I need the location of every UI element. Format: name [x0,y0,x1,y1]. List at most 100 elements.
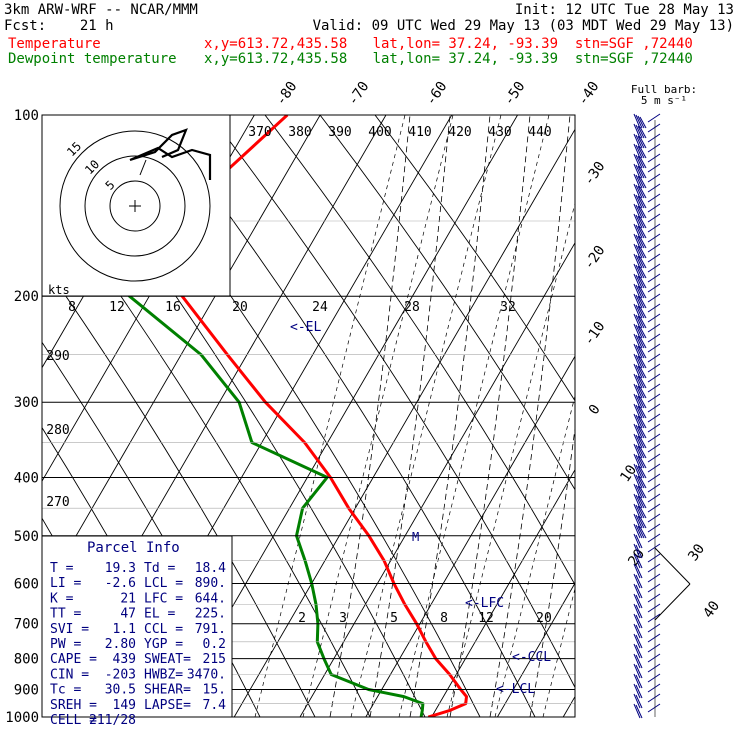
moist-adiabat [369,115,451,717]
wind-barb-flag [633,683,641,699]
hodograph-ring [109,180,161,232]
parcel-row-label: Td = [144,561,175,576]
wind-barb-flag [637,405,645,419]
wind-barb-flag [637,315,645,329]
wind-barb-shaft [647,223,661,233]
wind-barb-flag [633,603,641,619]
parcel-row-value: 215 [203,652,226,667]
wind-barb-shaft [647,163,661,173]
wind-barb-flag [635,314,643,329]
theta-e-label: 440 [528,125,551,140]
wind-barb-flag [635,524,643,539]
isotherm-line [431,468,575,717]
wind-barb-shaft [647,473,661,483]
wind-barb-flag [635,644,643,659]
isotherm-label: -40 [575,79,603,109]
wind-barb-flag [635,234,643,249]
hodograph-tick [139,159,147,176]
wind-barb-flag [637,165,645,179]
parcel-row-label: SHEAR= [144,683,191,698]
wind-barb-shaft [647,703,661,713]
wind-barb-flag [633,403,641,419]
wind-barb-flag [637,525,645,539]
wind-barb-shaft [647,383,661,393]
wind-barb-shaft [647,293,661,303]
moist-adiabat [489,115,571,717]
theta-label: 290 [46,349,69,364]
pressure-label: 1000 [5,710,39,726]
wind-barb-flag [633,353,641,369]
wind-barb-flag [635,484,643,499]
wind-barb-flag [637,255,645,269]
wind-barb-flag [637,475,645,489]
wind-barb-flag [639,396,647,409]
wind-barb-flag [633,293,641,309]
isotherm-line [629,115,740,717]
wind-barb-flag [639,336,647,349]
forecast-hour: Fcst: 21 h [4,18,114,34]
wind-barb-shaft [647,133,661,143]
wind-barb-flag [635,264,643,279]
wind-barb-flag [637,195,645,209]
wind-barb-flag [639,346,647,359]
wind-barb-flag [637,145,645,159]
parcel-row-label: LFC = [144,591,183,606]
wind-barb-flag [635,174,643,189]
wind-barb-flag [635,134,643,149]
parcel-row-label: CIN = [50,667,89,682]
wind-barb-flag [633,263,641,279]
mixing-ratio-label: 12 [478,611,494,626]
wind-barb-shaft [647,303,661,313]
init-time: Init: 12 UTC Tue 28 May 13 [514,2,734,18]
parcel-row-value: 19.3 [105,561,136,576]
wind-barb-shaft [647,433,661,443]
theta-e-label: 410 [408,125,431,140]
wind-barb-flag [635,604,643,619]
parcel-row-value: 791. [195,622,226,637]
wind-barb-flag [639,116,647,129]
wind-barb-shaft [647,333,661,343]
pressure-label: 700 [14,617,39,633]
wind-barb-flag [635,274,643,289]
wind-barb-flag [633,573,641,589]
wind-barb-flag [635,694,643,709]
wind-barb-flag [633,313,641,329]
wind-barb-flag [637,115,645,129]
isotherm-label: 30 [685,541,708,564]
wind-barb-flag [633,443,641,459]
full-barb-unit: 5 m s⁻¹ [641,94,687,107]
wind-barb-flag [635,414,643,429]
wind-barb-flag [633,533,641,549]
wind-barb-flag [635,214,643,229]
wind-barb-shaft [647,693,661,703]
wind-barb-flag [635,164,643,179]
wind-barb-flag [635,444,643,459]
wind-barb-flag [635,184,643,199]
wind-barb-flag [633,433,641,449]
wind-barb-flag [633,413,641,429]
temperature-legend: Temperature [8,36,101,52]
wind-barb-flag [633,483,641,499]
isotherm-label: 10 [617,462,640,485]
wind-barb-flag [635,294,643,309]
wind-barb-flag [633,633,641,649]
wind-barb-flag [635,624,643,639]
pressure-label: 500 [14,529,39,545]
wind-barb-flag [639,196,647,209]
wind-barb-flag [633,463,641,479]
mixing-ratio-label: 20 [232,300,248,315]
parcel-row-value: 21 [120,591,136,606]
theta-e-label: 380 [288,125,311,140]
wind-barb-flag [635,154,643,169]
wind-barb-flag [633,703,641,719]
wind-barb-flag [639,306,647,319]
wind-barb-flag [637,235,645,249]
wind-barb-shaft [647,153,661,163]
wind-scale-line [654,583,691,621]
parcel-row-value: 7.4 [203,698,227,713]
parcel-row-value: 644. [195,591,226,606]
isotherm-label: -80 [273,79,301,109]
wind-barb-flag [633,653,641,669]
isotherm-label: -60 [423,79,451,109]
wind-barb-shaft [647,623,661,633]
